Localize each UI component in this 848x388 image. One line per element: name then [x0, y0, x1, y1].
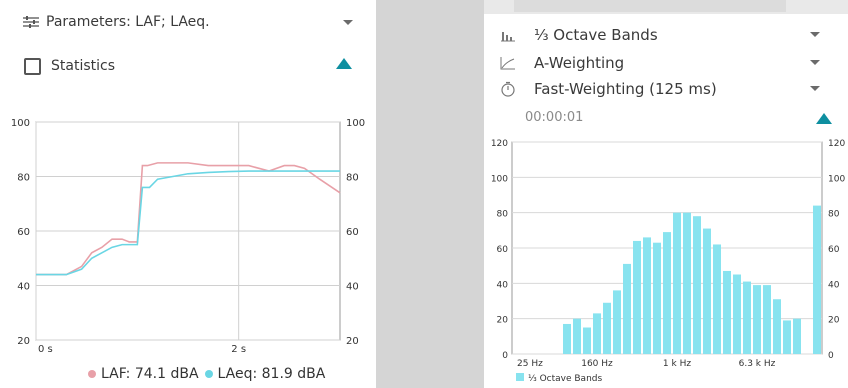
bar	[763, 285, 771, 354]
y-tick-label-left: 0	[502, 351, 508, 361]
y-tick-label-left: 20	[497, 316, 509, 326]
y-tick-label-right: 20	[346, 336, 359, 347]
bar	[673, 212, 681, 354]
chart-legend: LAF: 74.1 dBA LAeq: 81.9 dBA	[88, 366, 325, 382]
statistics-label: Statistics	[51, 58, 115, 74]
y-tick-label-right: 100	[828, 174, 845, 184]
parameters-selector[interactable]: Parameters: LAF; LAeq.	[22, 10, 352, 34]
curve-icon	[500, 57, 515, 70]
bar	[653, 242, 661, 354]
y-tick-label-left: 120	[491, 139, 508, 149]
sliders-icon	[23, 16, 39, 28]
bands-label: ⅓ Octave Bands	[534, 26, 658, 44]
x-tick-label: 6.3 k Hz	[739, 359, 776, 369]
bar	[613, 290, 621, 354]
y-tick-label-right: 20	[828, 316, 840, 326]
weighting-selector[interactable]: A-Weighting	[500, 52, 830, 74]
y-tick-label-left: 60	[17, 227, 30, 238]
bar	[733, 274, 741, 354]
legend-swatch	[516, 373, 524, 381]
bar	[623, 263, 631, 354]
chevron-down-icon[interactable]	[810, 32, 820, 37]
laeq-legend-dot	[204, 370, 213, 378]
level-history-chart: 20 20 40 40 60 60 80 80 100 100 0 s 2 s	[11, 118, 365, 355]
chevron-down-icon[interactable]	[343, 20, 353, 25]
bar	[573, 318, 581, 354]
y-tick-label-right: 0	[828, 351, 834, 361]
top-tab-strip	[514, 0, 786, 12]
x-tick-label: 25 Hz	[517, 359, 543, 369]
weighting-label: A-Weighting	[534, 54, 625, 72]
bar-chart-icon	[501, 32, 515, 42]
chevron-down-icon[interactable]	[810, 60, 820, 65]
bar	[693, 216, 701, 354]
collapse-arrow-icon[interactable]	[336, 58, 352, 69]
legend-label: ⅓ Octave Bands	[528, 374, 602, 384]
parameters-label: Parameters: LAF; LAeq.	[46, 14, 210, 30]
bar	[743, 281, 751, 354]
bar	[723, 270, 731, 354]
y-tick-label-right: 100	[346, 118, 365, 129]
right-panel: ⅓ Octave Bands A-Weighting Fast-Weightin…	[484, 14, 848, 388]
time-weighting-selector[interactable]: Fast-Weighting (125 ms)	[500, 78, 830, 100]
y-tick-label-left: 20	[17, 336, 30, 347]
bar	[683, 212, 691, 354]
y-tick-label-left: 100	[11, 118, 30, 129]
bar	[773, 299, 781, 354]
y-tick-label-left: 80	[497, 210, 509, 220]
x-tick-label: 0 s	[38, 344, 53, 355]
collapse-arrow-icon[interactable]	[816, 113, 832, 124]
y-tick-label-right: 40	[346, 282, 359, 293]
elapsed-time: 00:00:01	[525, 110, 584, 125]
time-weighting-label: Fast-Weighting (125 ms)	[534, 80, 717, 98]
y-tick-label-left: 60	[497, 245, 509, 255]
y-tick-label-left: 100	[491, 174, 508, 184]
timer-icon	[501, 81, 515, 97]
bar	[663, 232, 671, 354]
octave-band-chart: 0 0 20 20 40 40 60 60 80 80 100 100 120 120 25 Hz 160 H…	[491, 139, 846, 384]
y-tick-label-right: 80	[346, 173, 359, 184]
laeq-legend-label: LAeq: 81.9 dBA	[217, 366, 326, 382]
bar	[583, 327, 591, 354]
bar	[753, 285, 761, 354]
series-line-laf	[36, 162, 341, 276]
y-tick-label-right: 120	[828, 139, 845, 149]
series-line-laeq	[36, 170, 340, 276]
y-tick-label-left: 40	[497, 280, 509, 290]
bar	[603, 302, 611, 354]
y-tick-label-right: 80	[828, 210, 840, 220]
bar	[643, 237, 651, 354]
y-tick-label-right: 60	[346, 227, 359, 238]
bar	[593, 313, 601, 354]
y-tick-label-right: 40	[828, 280, 840, 290]
x-tick-label: 160 Hz	[581, 359, 613, 369]
left-panel: Parameters: LAF; LAeq. Statistics 20 20 40…	[0, 0, 376, 388]
y-tick-label-left: 40	[17, 282, 30, 293]
bar	[813, 205, 821, 354]
statistics-toggle[interactable]: Statistics	[24, 55, 115, 77]
laf-legend-label: LAF: 74.1 dBA	[101, 366, 199, 382]
bar	[563, 323, 571, 354]
laf-legend-dot	[88, 370, 96, 378]
bar	[703, 228, 711, 354]
statistics-checkbox[interactable]	[24, 57, 41, 75]
y-tick-label-left: 80	[17, 173, 30, 184]
y-tick-label-right: 60	[828, 245, 840, 255]
bar	[793, 318, 801, 354]
bands-selector[interactable]: ⅓ Octave Bands	[500, 24, 830, 46]
bar	[633, 240, 641, 354]
bar	[783, 320, 791, 354]
bar	[713, 244, 721, 354]
x-tick-label: 1 k Hz	[663, 359, 691, 369]
x-tick-label: 2 s	[231, 344, 246, 355]
chevron-down-icon[interactable]	[810, 86, 820, 91]
